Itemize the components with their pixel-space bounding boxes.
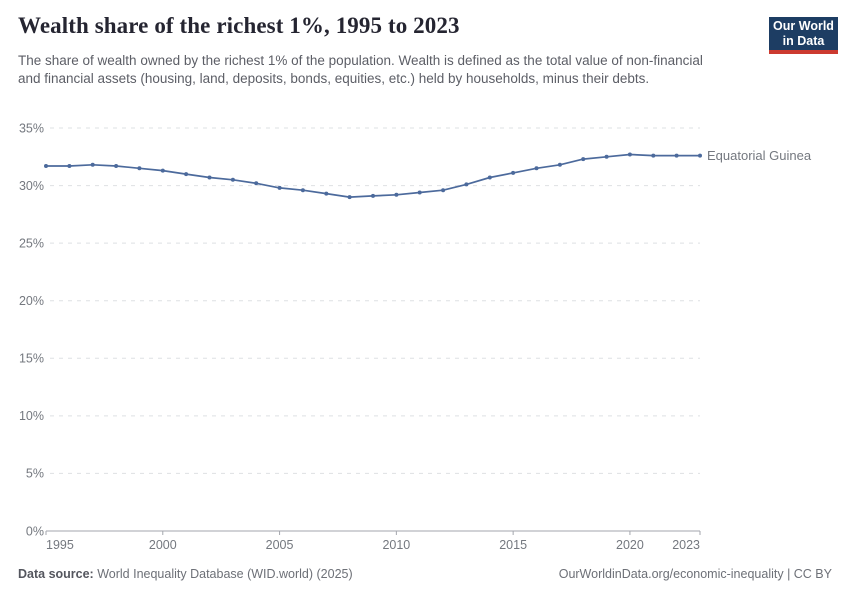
data-point[interactable] — [674, 153, 679, 158]
data-point[interactable] — [300, 188, 305, 193]
data-point[interactable] — [347, 195, 352, 200]
x-tick-label: 2020 — [616, 538, 644, 552]
data-point[interactable] — [324, 191, 329, 196]
y-tick-label: 30% — [19, 179, 44, 193]
x-tick-label: 2005 — [266, 538, 294, 552]
data-point[interactable] — [557, 162, 562, 167]
data-point[interactable] — [254, 181, 259, 186]
series-label: Equatorial Guinea — [707, 148, 812, 163]
owid-logo-line1: Our World — [773, 19, 834, 33]
y-tick-label: 15% — [19, 352, 44, 366]
data-point[interactable] — [277, 185, 282, 190]
y-tick-label: 0% — [26, 524, 44, 538]
data-point[interactable] — [114, 164, 119, 168]
data-point[interactable] — [534, 166, 539, 171]
data-point[interactable] — [184, 172, 189, 177]
data-point[interactable] — [230, 177, 235, 182]
x-tick-label: 2010 — [382, 538, 410, 552]
data-point[interactable] — [441, 188, 446, 193]
data-point[interactable] — [67, 164, 72, 168]
chart-subtitle: The share of wealth owned by the richest… — [18, 53, 703, 86]
data-point[interactable] — [581, 157, 586, 162]
x-tick-label: 2015 — [499, 538, 527, 552]
data-point[interactable] — [651, 153, 656, 158]
data-point[interactable] — [44, 164, 48, 168]
data-point[interactable] — [417, 190, 422, 195]
y-tick-label: 5% — [26, 467, 44, 481]
page-title: Wealth share of the richest 1%, 1995 to … — [18, 13, 460, 38]
x-tick-label: 2023 — [672, 538, 700, 552]
data-point[interactable] — [511, 170, 516, 175]
owid-logo: Our World in Data — [769, 17, 838, 54]
data-point[interactable] — [394, 192, 399, 197]
data-point[interactable] — [137, 166, 142, 171]
data-source-text: World Inequality Database (WID.world) (2… — [97, 567, 353, 581]
owid-logo-red-bar — [769, 50, 838, 54]
y-tick-label: 25% — [19, 236, 44, 250]
y-tick-label: 35% — [19, 121, 44, 135]
credit-link[interactable]: OurWorldinData.org/economic-inequality |… — [558, 567, 832, 581]
x-tick-label: 1995 — [46, 538, 74, 552]
data-source-label: Data source: — [18, 567, 94, 581]
y-tick-label: 20% — [19, 294, 44, 308]
data-point[interactable] — [207, 175, 212, 180]
data-point[interactable] — [371, 193, 375, 198]
data-point[interactable] — [90, 162, 95, 167]
owid-logo-text: Our World in Data — [769, 17, 838, 50]
data-source-note: Data source: World Inequality Database (… — [18, 567, 353, 581]
data-point[interactable] — [604, 154, 609, 159]
owid-logo-line2: in Data — [782, 34, 825, 48]
data-point[interactable] — [627, 152, 632, 157]
data-point[interactable] — [698, 153, 702, 158]
y-tick-label: 10% — [19, 409, 44, 423]
data-point[interactable] — [160, 168, 165, 173]
x-tick-label: 2000 — [149, 538, 177, 552]
data-point[interactable] — [464, 182, 469, 187]
series-line[interactable] — [46, 153, 700, 198]
chart-canvas[interactable]: 0% 5% 10% 15% 20% 25% 30% 35% 1995 2000 2005 2010 20… — [0, 115, 850, 560]
chart-footer: Data source: World Inequality Database (… — [18, 567, 832, 581]
data-point[interactable] — [487, 175, 492, 180]
